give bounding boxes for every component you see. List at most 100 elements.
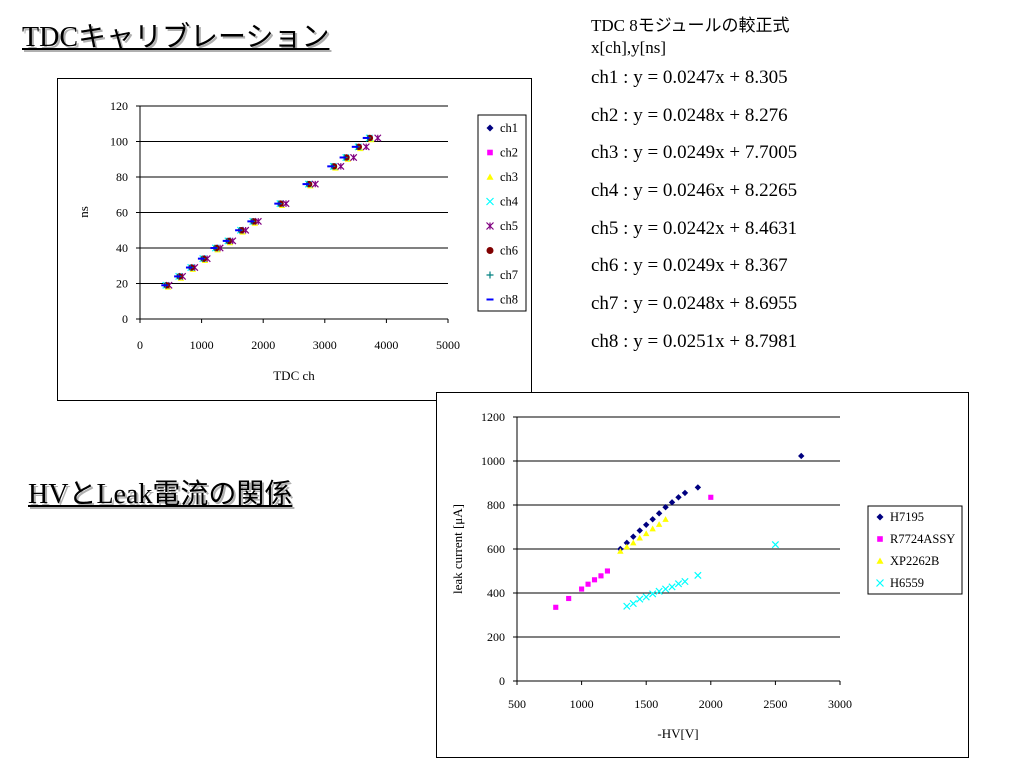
tdc-legend-marker-ch2	[487, 149, 493, 156]
hv-point-H7195	[694, 484, 702, 491]
hv-legend-marker-R7724ASSY	[877, 536, 883, 542]
tdc-legend: ch1 ch2 ch3 ch4 ch5 ch6 ch7 ch8	[477, 114, 527, 312]
tdc-point-ch8	[362, 136, 370, 139]
tdc-legend-label-ch7: ch7	[500, 268, 518, 282]
tdc-point-ch8	[185, 266, 193, 269]
tdc-series-ch8	[161, 136, 370, 287]
tdc-calibration-title: TDCキャリブレーション	[22, 22, 330, 53]
hv-point-XP2262B	[617, 548, 624, 554]
tdc-point-ch8	[161, 284, 168, 287]
tdc-calibration-chart: 0 20 40 60 80 100 120 0 1000 2000 3000 4000 5000 TDC …	[57, 78, 532, 401]
tdc-point-ch8	[274, 202, 281, 205]
hv-point-H7195	[681, 489, 689, 497]
hv-chart-svg: 0 200 400 600 800 1000 1200 500 1000 1500 2000 2500…	[450, 410, 963, 741]
hv-point-H6559	[674, 580, 683, 588]
hv-point-R7724ASSY	[553, 604, 559, 610]
hv-x-axis-label: -HV[V]	[657, 726, 698, 741]
hv-y-tick-label: 200	[487, 630, 505, 644]
tdc-x-tick-label: 3000	[313, 338, 337, 352]
tdc-legend-label-ch1: ch1	[500, 121, 518, 135]
tdc-legend-label-ch8: ch8	[500, 293, 518, 307]
hv-point-XP2262B	[655, 521, 663, 527]
tdc-y-tick-label: 20	[116, 277, 128, 291]
tdc-y-tick-label: 40	[116, 241, 128, 255]
tdc-x-tick-label: 5000	[436, 338, 460, 352]
hv-legend-label-R7724ASSY: R7724ASSY	[890, 532, 955, 546]
tdc-legend-label-ch3: ch3	[500, 170, 518, 184]
tdc-legend-marker-ch5	[486, 222, 494, 230]
tdc-legend-marker-ch1	[486, 124, 494, 132]
hv-x-tick-label: 2500	[763, 697, 787, 711]
hv-point-XP2262B	[636, 534, 643, 541]
hv-point-H7195	[655, 510, 663, 517]
tdc-point-ch5	[337, 162, 345, 170]
hv-x-tick-label: 3000	[828, 697, 852, 711]
hv-legend-box	[867, 505, 963, 595]
hv-x-tick-label: 500	[508, 697, 526, 711]
tdc-x-tick-label: 0	[137, 338, 143, 352]
tdc-legend-label-ch4: ch4	[500, 195, 519, 209]
hv-x-tick-label: 1500	[634, 697, 658, 711]
hv-legend-marker-H7195	[876, 513, 884, 521]
hv-point-H6559	[681, 577, 689, 586]
hv-point-XP2262B	[649, 525, 656, 532]
tdc-legend-marker-ch6	[486, 247, 494, 254]
hv-point-H7195	[636, 527, 643, 534]
hv-leak-title: HVとLeak電流の関係	[28, 479, 293, 510]
tdc-point-ch5	[374, 134, 382, 142]
tdc-x-axis-label: TDC ch	[273, 368, 315, 383]
hv-y-tick-label: 0	[499, 674, 505, 688]
tdc-point-ch8	[222, 239, 230, 242]
formula-ch4: ch4 : y = 0.0246x + 8.2265	[591, 180, 798, 202]
hv-point-XP2262B	[623, 543, 631, 550]
formula-units: x[ch],y[ns]	[591, 38, 667, 57]
formula-ch5: ch5 : y = 0.0242x + 8.4631	[591, 217, 798, 239]
hv-point-H6559	[668, 583, 676, 591]
formula-ch8: ch8 : y = 0.0251x + 8.7981	[591, 330, 798, 352]
hv-point-R7724ASSY	[708, 494, 714, 500]
hv-legend-label-XP2262B: XP2262B	[890, 554, 939, 568]
hv-series-XP2262B	[617, 516, 669, 554]
hv-point-H6559	[636, 595, 644, 603]
hv-point-H7195	[798, 452, 805, 460]
hv-legend-label-H7195: H7195	[890, 510, 924, 524]
tdc-legend-label-ch2: ch2	[500, 146, 518, 160]
tdc-x-tick-label: 1000	[190, 338, 214, 352]
hv-point-H6559	[649, 590, 657, 598]
formula-ch2: ch2 : y = 0.0248x + 8.276	[591, 104, 788, 126]
tdc-y-tick-label: 80	[116, 170, 128, 184]
tdc-y-axis-label: ns	[76, 206, 91, 218]
tdc-point-ch8	[235, 229, 242, 232]
tdc-x-tick-label: 2000	[251, 338, 275, 352]
tdc-chart-svg: 0 20 40 60 80 100 120 0 1000 2000 3000 4000 5000 TDC …	[76, 99, 527, 383]
hv-legend-marker-H6559	[876, 579, 884, 587]
hv-y-tick-label: 600	[487, 542, 505, 556]
hv-point-H6559	[655, 587, 663, 595]
hv-x-tick-label: 2000	[699, 697, 723, 711]
tdc-legend-label-ch6: ch6	[500, 244, 518, 258]
hv-point-R7724ASSY	[585, 581, 591, 587]
hv-point-H7195	[630, 533, 637, 540]
hv-y-axis-label: leak current [μA]	[450, 504, 465, 594]
hv-series-H6559	[623, 540, 780, 610]
calibration-formula-panel: TDC 8モジュールの較正式 x[ch],y[ns] ch1 : y = 0.0…	[591, 15, 797, 361]
formula-ch7: ch7 : y = 0.0248x + 8.6955	[591, 293, 798, 315]
hv-x-tick-label: 1000	[570, 697, 594, 711]
hv-point-H7195	[649, 516, 656, 523]
tdc-point-ch5	[254, 217, 262, 225]
tdc-point-ch8	[197, 257, 205, 260]
tdc-point-ch8	[174, 275, 181, 278]
hv-leak-chart: 0 200 400 600 800 1000 1200 500 1000 1500 2000 2500…	[436, 392, 969, 758]
tdc-point-ch8	[247, 220, 254, 223]
hv-y-tick-label: 1000	[481, 454, 505, 468]
tdc-legend-label-ch5: ch5	[500, 219, 518, 233]
hv-point-H6559	[623, 602, 631, 610]
tdc-y-tick-label: 100	[110, 135, 128, 149]
tdc-point-ch5	[311, 180, 319, 188]
hv-legend-marker-XP2262B	[876, 557, 884, 564]
tdc-legend-marker-ch4	[486, 197, 494, 206]
tdc-y-tick-label: 60	[116, 206, 128, 220]
formula-ch1: ch1 : y = 0.0247x + 8.305	[591, 67, 788, 88]
hv-point-XP2262B	[643, 530, 650, 537]
tdc-point-ch8	[351, 145, 359, 148]
